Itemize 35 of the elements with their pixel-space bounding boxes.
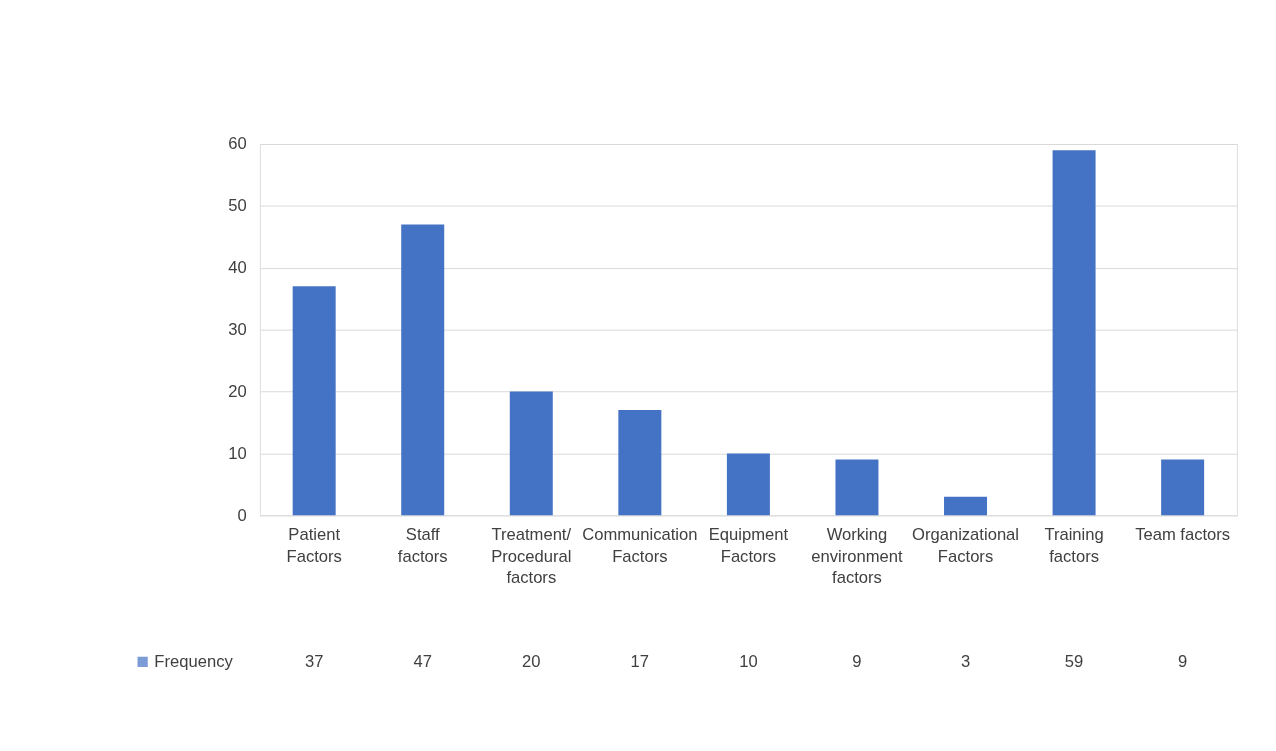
x-tick-label: Organizational Factors bbox=[912, 525, 1020, 566]
bar bbox=[835, 459, 879, 516]
y-tick-label: 20 bbox=[228, 381, 247, 401]
y-tick-label: 0 bbox=[237, 505, 247, 525]
bar bbox=[726, 453, 770, 516]
data-label: 47 bbox=[413, 651, 432, 671]
data-label: 9 bbox=[852, 651, 862, 671]
bar bbox=[292, 286, 336, 516]
x-tick-label: Equipment Factors bbox=[708, 525, 789, 566]
data-label: 9 bbox=[1178, 651, 1188, 671]
y-tick-label: 50 bbox=[228, 196, 247, 216]
x-tick-label: Treatment/Procedural factors bbox=[491, 525, 572, 588]
bar bbox=[401, 224, 445, 516]
x-tick-label: Staff factors bbox=[397, 525, 448, 566]
data-label: 3 bbox=[960, 651, 971, 671]
x-tick-label: Training factors bbox=[1044, 525, 1104, 566]
y-tick-label: 40 bbox=[228, 258, 247, 278]
y-tick-label: 60 bbox=[228, 134, 247, 154]
x-tick-label: Working environment factors bbox=[811, 525, 903, 588]
data-label: 10 bbox=[739, 651, 758, 671]
legend-label: Frequency bbox=[154, 651, 234, 671]
bar bbox=[618, 410, 662, 516]
x-tick-label: Team factors bbox=[1135, 525, 1231, 545]
x-tick-label: Communication Factors bbox=[582, 525, 698, 566]
bar bbox=[509, 391, 553, 516]
data-label: 17 bbox=[630, 651, 650, 671]
bar bbox=[944, 496, 988, 516]
y-tick-label: 30 bbox=[228, 320, 247, 340]
data-label: 37 bbox=[304, 651, 324, 671]
y-tick-label: 10 bbox=[228, 443, 247, 463]
data-label: 20 bbox=[522, 651, 541, 671]
bar bbox=[1052, 150, 1096, 516]
bar bbox=[1161, 459, 1205, 516]
data-label: 59 bbox=[1064, 651, 1084, 671]
x-tick-label: Patient Factors bbox=[286, 525, 342, 566]
